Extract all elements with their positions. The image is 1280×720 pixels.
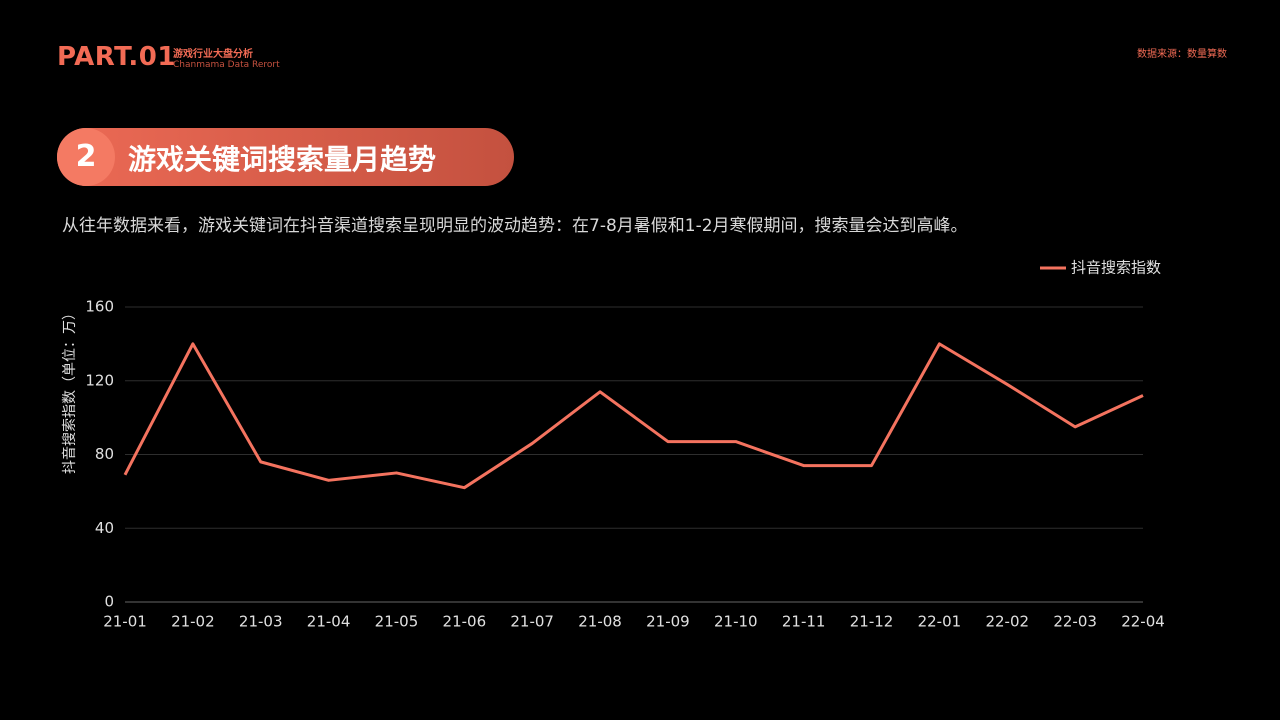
x-tick-label: 21-12 [850, 613, 894, 631]
x-tick-label: 21-03 [239, 613, 283, 631]
y-tick-label: 40 [95, 519, 114, 537]
part-label: PART.01 [57, 42, 176, 72]
data-line [123, 342, 1144, 490]
x-tick-label: 21-07 [510, 613, 554, 631]
subtitle: 游戏行业大盘分析 [173, 49, 253, 60]
section-pill [57, 128, 514, 186]
x-tick-label: 21-05 [375, 613, 419, 631]
section-number: 2 [57, 128, 115, 186]
subtitle-en: Chanmama Data Rerort [173, 60, 280, 70]
x-tick-label: 22-04 [1121, 613, 1165, 631]
x-tick-label: 21-09 [646, 613, 690, 631]
x-tick-label: 21-11 [782, 613, 826, 631]
y-tick-label: 160 [85, 298, 114, 316]
x-tick-label: 22-01 [918, 613, 962, 631]
description: 从往年数据来看，游戏关键词在抖音渠道搜索呈现明显的波动趋势：在7-8月暑假和1-… [62, 216, 968, 236]
x-tick-label: 21-06 [443, 613, 487, 631]
x-tick-label: 21-10 [714, 613, 758, 631]
y-tick-label: 80 [95, 445, 114, 463]
legend-label: 抖音搜索指数 [1071, 259, 1161, 277]
x-tick-label: 22-02 [985, 613, 1029, 631]
section-title: 游戏关键词搜索量月趋势 [128, 143, 437, 176]
y-tick-label: 0 [104, 593, 114, 611]
y-tick-label: 120 [85, 371, 114, 389]
x-tick-label: 21-02 [171, 613, 215, 631]
x-tick-label: 21-08 [578, 613, 622, 631]
y-axis-label: 抖音搜索指数（单位：万） [61, 306, 78, 474]
x-tick-label: 21-01 [103, 613, 147, 631]
source: 数据来源：数量算数 [1137, 49, 1227, 60]
x-tick-label: 22-03 [1053, 613, 1097, 631]
x-tick-label: 21-04 [307, 613, 351, 631]
